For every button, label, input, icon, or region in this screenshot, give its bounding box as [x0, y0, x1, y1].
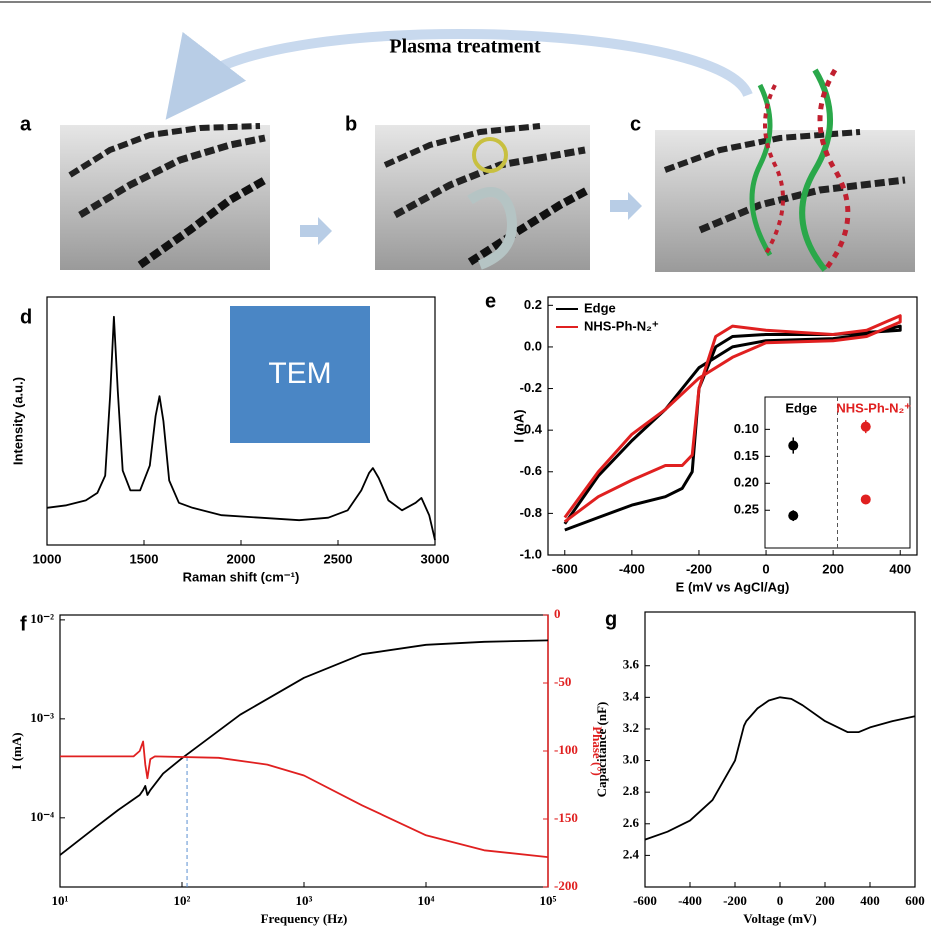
- point: [861, 422, 871, 432]
- x-tick-label: 2000: [227, 551, 256, 566]
- x-tick-label: -400: [619, 561, 645, 576]
- x-tick-label: 600: [905, 893, 925, 908]
- x-tick-label: 1500: [130, 551, 159, 566]
- panel-label: e: [485, 290, 496, 312]
- y-tick-label: 0.15: [734, 448, 759, 463]
- y-tick-label: -1.0: [520, 546, 542, 561]
- y2-tick-label: -150: [554, 810, 578, 825]
- x-axis-title: Raman shift (cm⁻¹): [183, 569, 300, 584]
- x-tick-label: 10⁴: [418, 893, 435, 908]
- y-tick-label: 3.4: [623, 688, 640, 703]
- series-line: [60, 640, 548, 855]
- x-axis-title: Frequency (Hz): [261, 911, 348, 926]
- figure-title: Plasma treatment: [389, 36, 541, 58]
- step-arrow: [300, 217, 332, 245]
- illustration-b: [375, 125, 590, 270]
- y-tick-label: 2.8: [623, 783, 640, 798]
- x-tick-label: 2500: [324, 551, 353, 566]
- chart: f 10⁻⁴ 10⁻³ 10⁻² 10¹ 10² 10³ 10⁴ 10⁵ Frequency (H…: [9, 606, 605, 926]
- point: [788, 511, 798, 521]
- y-axis-title: Intensity (a.u.): [10, 377, 25, 465]
- x-tick-label: -600: [633, 893, 657, 908]
- legend-label: Edge: [584, 300, 616, 315]
- y2-tick-label: -50: [554, 674, 571, 689]
- y-tick-label: 3.2: [623, 720, 639, 735]
- y-tick-label: 0.2: [524, 297, 542, 312]
- x-tick-label: -600: [552, 561, 578, 576]
- panel-label: a: [20, 113, 32, 135]
- panel-label: g: [605, 608, 617, 630]
- x-tick-label: 10²: [174, 893, 191, 908]
- page: Plasma treatment a b c d1000150020002500…: [0, 0, 931, 931]
- category-label: NHS-Ph-N₂⁺: [836, 400, 911, 415]
- chart: 0.10 0.15 0.20 0.25 Edge NHS-Ph-N₂⁺: [734, 397, 912, 548]
- series-line: [645, 697, 915, 839]
- y-tick-label: 10⁻²: [30, 611, 54, 626]
- x-tick-label: -200: [723, 893, 747, 908]
- y-axis-title: Capacitance (nF): [594, 702, 609, 798]
- annotation: TEM: [268, 357, 331, 390]
- y-tick-label: 0.0: [524, 338, 542, 353]
- y-tick-label: 0.20: [734, 475, 759, 490]
- x-tick-label: 0: [777, 893, 784, 908]
- x-tick-label: 3000: [421, 551, 450, 566]
- x-tick-label: -400: [678, 893, 702, 908]
- plot-frame: [645, 612, 915, 887]
- y2-tick-label: -200: [554, 878, 578, 893]
- x-tick-label: 0: [762, 561, 769, 576]
- panel-label: c: [630, 113, 641, 135]
- x-tick-label: 10⁵: [540, 893, 557, 908]
- y-tick-label: 3.0: [623, 752, 639, 767]
- figure: Plasma treatment a b c d1000150020002500…: [0, 0, 931, 931]
- y-tick-label: -0.8: [520, 505, 542, 520]
- y-tick-label: -0.2: [520, 380, 542, 395]
- y-tick-label: 0.10: [734, 421, 759, 436]
- x-tick-label: 1000: [33, 551, 62, 566]
- point: [861, 494, 871, 504]
- x-tick-label: 200: [815, 893, 835, 908]
- x-tick-label: 400: [889, 561, 911, 576]
- y-tick-label: 2.6: [623, 815, 640, 830]
- x-tick-label: 400: [860, 893, 880, 908]
- x-axis-title: Voltage (mV): [743, 911, 817, 926]
- step-arrow: [610, 192, 642, 220]
- y2-tick-label: 0: [554, 606, 561, 621]
- y-tick-label: 3.6: [623, 657, 640, 672]
- x-axis-title: E (mV vs AgCl/Ag): [676, 579, 790, 594]
- panel-label: d: [20, 306, 32, 328]
- y-axis-title: I (nA): [511, 409, 526, 442]
- y-tick-label: 0.25: [734, 502, 759, 517]
- y-tick-label: -0.6: [520, 463, 542, 478]
- panel-label: b: [345, 113, 357, 135]
- x-tick-label: 200: [822, 561, 844, 576]
- y-tick-label: 10⁻⁴: [30, 809, 54, 824]
- y-axis-title: I (mA): [9, 732, 24, 769]
- point: [788, 441, 798, 451]
- panel-label: f: [20, 613, 27, 635]
- y-tick-label: 2.4: [623, 846, 640, 861]
- category-label: Edge: [785, 400, 817, 415]
- y-tick-label: 10⁻³: [30, 710, 54, 725]
- chart: g 2.4 2.6 2.8 3.0 3.2 3.4 3.6 -600 -400 -200 0 200 40…: [594, 608, 925, 926]
- illustration-c: [655, 70, 915, 272]
- x-tick-label: 10³: [296, 893, 313, 908]
- plot-frame: [60, 615, 548, 887]
- chart: d 1000 1500 2000 2500 3000 Raman shift (cm⁻¹) I…: [10, 297, 449, 584]
- x-tick-label: -200: [686, 561, 712, 576]
- x-tick-label: 10¹: [52, 893, 69, 908]
- y2-tick-label: -100: [554, 742, 578, 757]
- illustration-a: [60, 125, 270, 270]
- legend-label: NHS-Ph-N₂⁺: [584, 318, 659, 333]
